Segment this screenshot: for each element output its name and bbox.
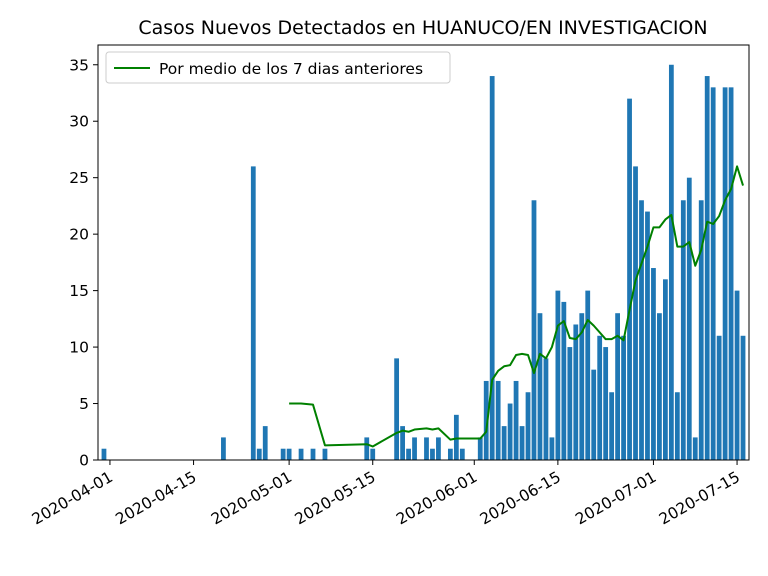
- bar: [453, 414, 459, 460]
- bar: [680, 200, 686, 460]
- bar: [561, 301, 567, 460]
- bar: [459, 448, 465, 460]
- y-tick-label: 5: [79, 395, 89, 413]
- bar: [394, 358, 400, 460]
- bar: [519, 426, 525, 460]
- bar: [370, 448, 376, 460]
- bar: [573, 324, 579, 460]
- bar: [615, 313, 620, 460]
- bar: [710, 87, 716, 460]
- bar: [716, 335, 722, 460]
- bar: [406, 448, 411, 460]
- moving-average-line: [289, 165, 744, 448]
- x-tick-label: 2020-06-15: [477, 468, 564, 529]
- bar: [698, 200, 704, 460]
- legend-label: Por medio de los 7 dias anteriores: [159, 60, 423, 78]
- bar: [483, 380, 489, 460]
- bar: [597, 335, 603, 460]
- bar: [734, 290, 740, 460]
- bar: [424, 437, 429, 460]
- x-tick-label: 2020-04-15: [113, 468, 200, 529]
- plot-frame: [97, 44, 750, 461]
- x-tick-label: 2020-04-01: [29, 468, 116, 529]
- bar: [489, 76, 495, 461]
- x-tick-label: 2020-07-01: [572, 468, 659, 529]
- bar: [722, 87, 728, 460]
- bar: [256, 448, 262, 460]
- bar: [364, 437, 370, 460]
- line-layer: [289, 165, 744, 448]
- bar: [495, 380, 501, 460]
- bar: [603, 347, 609, 460]
- bar: [543, 358, 549, 460]
- x-tick-label: 2020-07-15: [656, 468, 743, 529]
- y-tick-label: 35: [69, 56, 89, 74]
- bar: [507, 403, 513, 460]
- bar: [310, 448, 316, 460]
- bar: [286, 448, 292, 460]
- x-tick-label: 2020-05-01: [208, 468, 295, 529]
- y-tick-label: 30: [69, 113, 89, 131]
- bar: [531, 200, 537, 460]
- bar: [663, 279, 668, 460]
- bars-layer: [101, 64, 746, 461]
- bar: [525, 392, 531, 460]
- bar: [501, 426, 507, 460]
- bar: [657, 313, 662, 460]
- bar: [430, 448, 435, 460]
- bar: [668, 64, 674, 460]
- bar: [298, 448, 304, 460]
- bar: [627, 98, 632, 460]
- bar: [704, 76, 710, 461]
- bar: [591, 369, 597, 460]
- bar: [692, 437, 698, 460]
- bar: [740, 335, 746, 460]
- bar: [477, 437, 483, 460]
- bar: [221, 437, 226, 460]
- bar: [621, 335, 626, 460]
- bar: [555, 290, 561, 460]
- bar: [537, 313, 543, 460]
- y-tick-label: 25: [69, 169, 89, 187]
- bar: [674, 392, 680, 460]
- bar: [262, 426, 268, 460]
- bar: [436, 437, 441, 460]
- bar: [609, 392, 615, 460]
- y-tick-label: 0: [79, 452, 89, 470]
- bar: [633, 166, 638, 460]
- bar: [101, 448, 107, 460]
- bar: [322, 448, 328, 460]
- y-tick-label: 15: [69, 282, 89, 300]
- bar: [686, 177, 692, 460]
- bar: [400, 426, 405, 460]
- bar: [513, 380, 519, 460]
- bar: [280, 448, 286, 460]
- bar: [728, 87, 734, 460]
- bar: [645, 211, 650, 460]
- bar: [651, 268, 656, 460]
- bar: [585, 290, 591, 460]
- bar: [250, 166, 256, 460]
- y-tick-label: 10: [69, 339, 89, 357]
- legend-box: [105, 51, 451, 84]
- bar: [639, 200, 644, 460]
- bar: [447, 448, 453, 460]
- legend: Por medio de los 7 dias anteriores: [105, 51, 451, 84]
- bar: [412, 437, 417, 460]
- bar: [549, 437, 555, 460]
- x-tick-label: 2020-05-15: [292, 468, 379, 529]
- chart-title: Casos Nuevos Detectados en HUANUCO/EN IN…: [138, 17, 707, 39]
- y-tick-label: 20: [69, 226, 89, 244]
- x-tick-label: 2020-06-01: [393, 468, 480, 529]
- bar: [579, 313, 585, 460]
- bar: [567, 347, 573, 460]
